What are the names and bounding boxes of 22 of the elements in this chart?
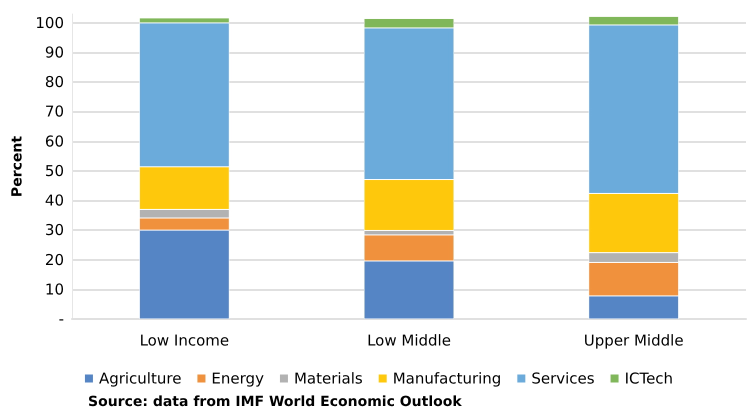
source-note: Source: data from IMF World Economic Outlook	[88, 394, 462, 410]
y-axis-title: Percent	[9, 136, 26, 198]
y-tick-label: 70	[44, 102, 64, 121]
legend-label: Agriculture	[98, 370, 182, 388]
x-tick-label: Upper Middle	[584, 332, 684, 350]
y-tick-label: 10	[44, 280, 64, 298]
legend-label: Energy	[211, 370, 264, 388]
x-tick-label: Low Income	[140, 332, 230, 350]
y-tick-label: 100	[35, 14, 64, 32]
y-tick-label: 30	[44, 221, 64, 240]
x-tick-label: Low Middle	[367, 332, 451, 350]
legend-label: Services	[531, 370, 595, 388]
y-tick-label: 20	[44, 250, 64, 269]
y-tick-label: 60	[44, 132, 64, 150]
y-tick-label: 40	[44, 192, 64, 210]
y-tick-label: 80	[44, 73, 64, 92]
legend-label: Materials	[294, 370, 363, 388]
y-tick-label: -	[58, 310, 64, 328]
y-tick-label: 90	[44, 43, 64, 62]
y-tick-label: 50	[44, 162, 64, 180]
legend-label: Manufacturing	[392, 370, 502, 388]
legend-label: ICTech	[624, 370, 674, 388]
